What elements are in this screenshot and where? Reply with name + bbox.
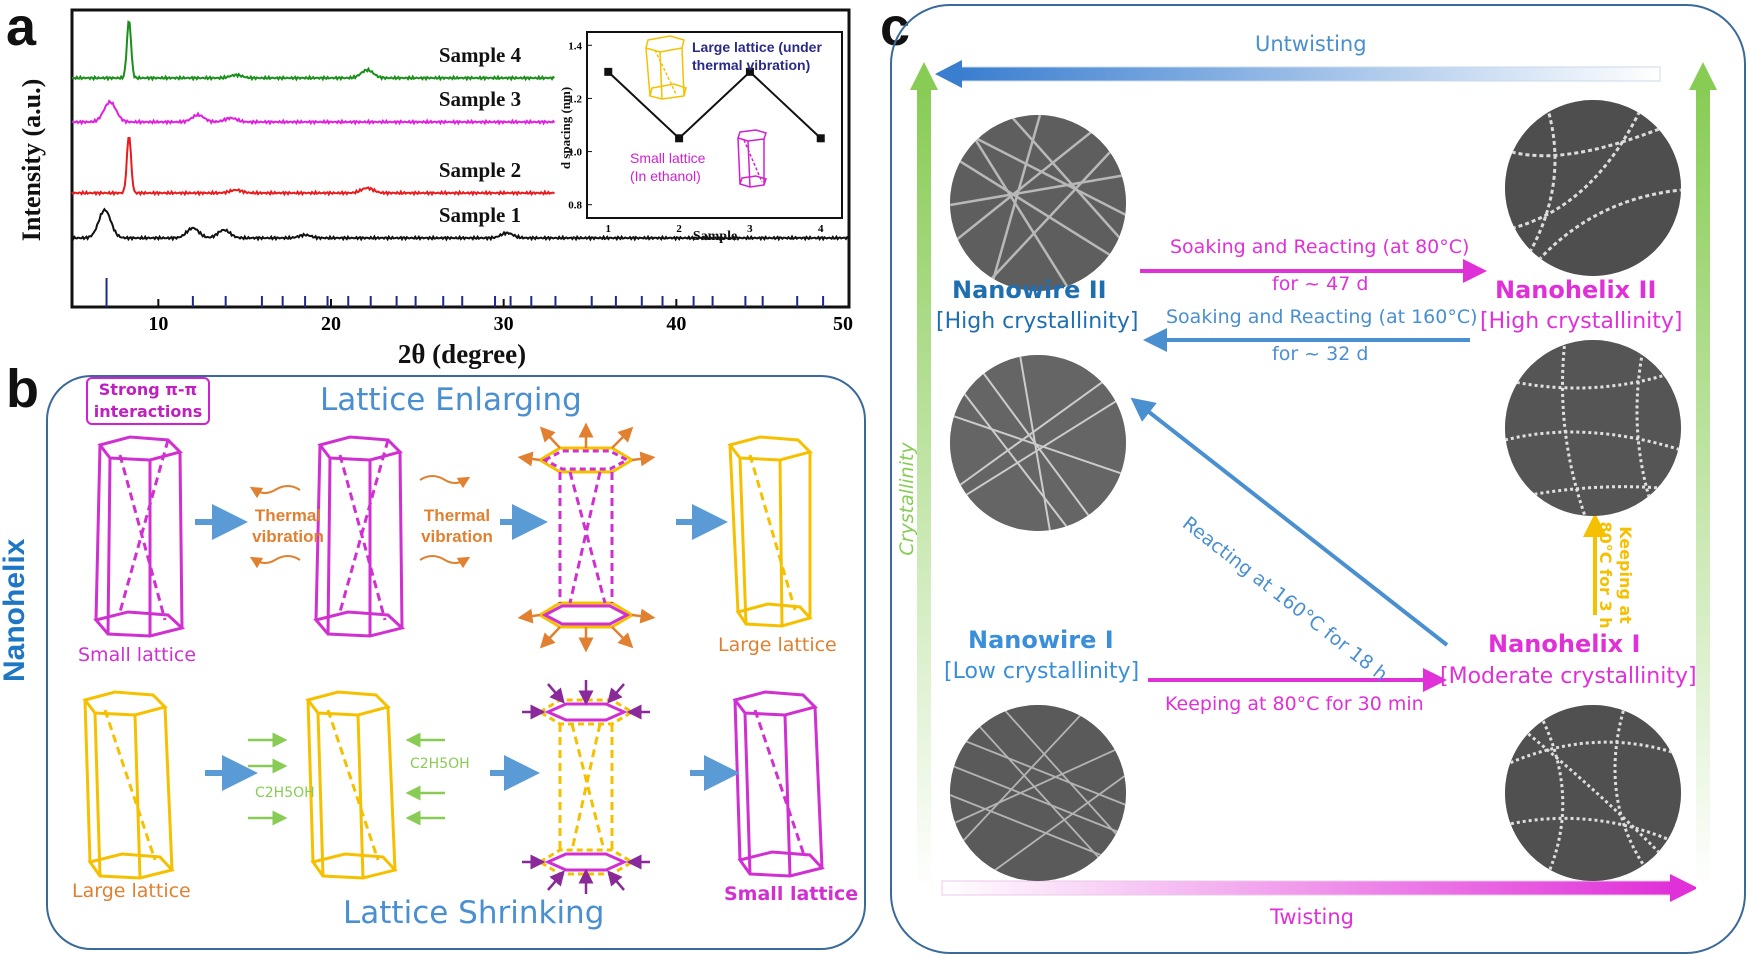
panel-b-frame — [46, 375, 866, 950]
xrd-series-label: Sample 1 — [439, 203, 521, 227]
sem-image-nanowire2-top — [950, 115, 1126, 291]
small-lattice-label-top: Small lattice — [78, 644, 197, 666]
shrinking-lattice-icon — [537, 698, 635, 876]
keep3h-line1: Keeping at — [1616, 526, 1635, 624]
xrd-series-line — [71, 136, 555, 197]
inset-x-tick-label: 1 — [606, 223, 612, 235]
nanowire1-subtitle: [Low crystallinity] — [944, 659, 1140, 684]
inset-x-tick-label: 4 — [818, 223, 824, 235]
sem-image-nanohelix2-top — [1505, 100, 1681, 276]
large-lattice-icon-1 — [727, 435, 813, 628]
inset-y-tick-label: 1.4 — [568, 40, 582, 52]
xrd-series-label: Sample 3 — [439, 87, 521, 111]
inset-y-tick-label: 0.8 — [568, 200, 582, 212]
inset-point — [745, 67, 754, 76]
untwisting-arrow — [935, 60, 1661, 88]
inset-x-tick-label: 2 — [676, 223, 682, 235]
xrd-x-tick-label: 50 — [833, 313, 853, 335]
xrd-series-line — [71, 207, 849, 242]
inset-small-label: Small lattice (In ethanol) — [630, 150, 706, 184]
nanohelix2-title: Nanohelix II — [1495, 276, 1657, 304]
inset-y-tick-label: 1.2 — [568, 93, 582, 105]
ethanol-label-left: C2H5OH — [255, 785, 315, 801]
soak80-time-label: for ~ 47 d — [1272, 273, 1369, 295]
xrd-y-axis-label: Intensity (a.u.) — [17, 79, 46, 242]
xrd-x-tick-label: 20 — [321, 313, 341, 335]
arrow-react160 — [1130, 397, 1449, 647]
lattice-icon-4 — [305, 690, 398, 880]
expansion-arrows — [517, 422, 656, 653]
panel-c-frame — [890, 4, 1746, 954]
compression-arrows — [522, 680, 650, 894]
sem-image-nanohelix1 — [1505, 705, 1681, 881]
keep30-label: Keeping at 80°C for 30 min — [1165, 693, 1424, 715]
crystallinity-arrow-right — [1689, 62, 1717, 890]
crystallinity-arrow-left — [910, 62, 938, 890]
sem-image-nanohelix2-bottom — [1505, 340, 1681, 516]
nanohelix1-title: Nanohelix I — [1488, 630, 1641, 658]
strong-line2: interactions — [93, 402, 203, 421]
xrd-x-tick-label: 40 — [666, 313, 686, 335]
inset-point — [675, 134, 684, 143]
inset-y-tick-label: 1.0 — [568, 147, 582, 159]
twisting-label: Twisting — [1270, 905, 1355, 929]
nanowire1-title: Nanowire I — [968, 626, 1114, 654]
inset-x-axis-label: Sample — [693, 229, 737, 244]
inset-point — [604, 67, 613, 76]
xrd-x-tick-label: 30 — [494, 313, 514, 335]
soak160-time-label: for ~ 32 d — [1272, 343, 1369, 365]
xrd-x-axis-label: 2θ (degree) — [398, 339, 526, 369]
xrd-series-label: Sample 2 — [439, 158, 521, 182]
inset-large-lattice-icon — [645, 35, 687, 100]
panel-letter-a: a — [6, 0, 37, 57]
untwisting-label: Untwisting — [1255, 32, 1367, 56]
keep3h-line2: 80°C for 3 h — [1596, 521, 1615, 629]
crystallinity-label: Crystallinity — [896, 442, 918, 556]
xrd-plot-frame — [70, 8, 851, 309]
small-lattice-label-bottom: Small lattice — [724, 883, 859, 905]
large-lattice-label-top: Large lattice — [718, 634, 837, 656]
strong-line1: Strong π-π — [98, 380, 198, 399]
nanowire2-title: Nanowire II — [952, 276, 1107, 304]
sem-image-nanowire1 — [950, 705, 1126, 881]
inset-point — [816, 134, 825, 143]
lattice-shrinking-title: Lattice Shrinking — [343, 895, 605, 931]
nanowire2-subtitle: [High crystallinity] — [936, 309, 1139, 334]
sem-image-nanowire2-bottom — [950, 355, 1126, 531]
panel-b-drawings — [82, 422, 825, 894]
strong-interactions-box: Strong π-π interactions — [86, 377, 210, 425]
keep3h-label: Keeping at 80°C for 3 h — [1595, 520, 1635, 630]
xrd-chart: 10 20 30 40 50 Sample 4 Sample 3 Sample 2 Sampl… — [17, 8, 853, 369]
thermal-vibration-label-1: Thermal vibration — [252, 506, 324, 546]
xrd-series-line — [71, 20, 555, 82]
lattice-enlarging-title: Lattice Enlarging — [320, 382, 582, 418]
soak80-label: Soaking and Reacting (at 80°C) — [1170, 236, 1470, 258]
thermal-vibration-label-2: Thermal vibration — [421, 506, 493, 546]
small-lattice-icon-2 — [732, 690, 825, 878]
xrd-x-tick-label: 10 — [148, 313, 168, 335]
thermal-wave-arrows — [249, 475, 471, 569]
inset-large-label: Large lattice (under thermal vibration) — [692, 39, 822, 73]
lattice-icon-2 — [313, 435, 406, 638]
large-lattice-icon-2 — [82, 690, 175, 880]
small-lattice-icon-1 — [93, 435, 186, 638]
ethanol-label-right: C2H5OH — [410, 756, 470, 772]
inset-frame — [586, 31, 843, 219]
inset-x-tick-label: 3 — [747, 223, 753, 235]
inset-y-axis-label: d spacing (nm) — [558, 87, 573, 169]
xrd-series-line — [71, 99, 556, 126]
twisting-arrow — [941, 874, 1698, 902]
soak160-label: Soaking and Reacting (at 160°C) — [1166, 306, 1478, 328]
ethanol-arrows — [248, 732, 445, 826]
panel-letter-b: b — [6, 359, 39, 419]
large-lattice-label-bottom: Large lattice — [72, 880, 191, 902]
nanohelix2-subtitle: [High crystallinity] — [1480, 309, 1683, 334]
inset-small-lattice-icon — [737, 129, 767, 188]
inset-line — [607, 70, 822, 140]
xrd-series-label: Sample 4 — [439, 43, 522, 67]
nanohelix1-subtitle: [Moderate crystallinity] — [1440, 664, 1697, 689]
